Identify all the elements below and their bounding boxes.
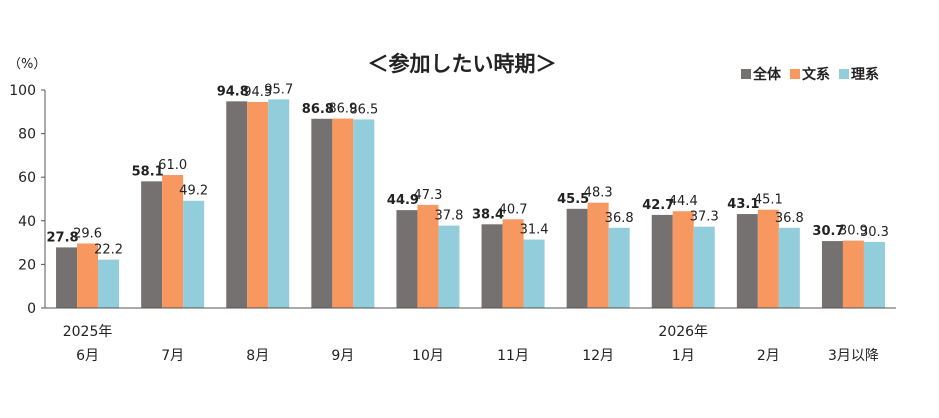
bar-文系 xyxy=(77,243,99,308)
x-tick-label: 12月 xyxy=(582,348,614,364)
bars xyxy=(56,99,885,309)
bar-全体 xyxy=(566,208,588,308)
bar-理系 xyxy=(268,99,290,309)
x-tick-label: 8月 xyxy=(246,348,269,364)
bar-理系 xyxy=(183,200,205,308)
data-label: 86.9 xyxy=(328,102,357,117)
bar-理系 xyxy=(98,259,120,308)
data-label: 94.8 xyxy=(217,84,249,99)
x-axis: 2025年 6月 7月 8月 9月 10月 11月 12月 2026年 1月 2月 3月以降 xyxy=(45,307,896,364)
data-label: 40.7 xyxy=(499,202,528,217)
data-label: 86.8 xyxy=(302,102,334,117)
bar-文系 xyxy=(417,204,439,308)
x-tick-label: 1月 xyxy=(672,348,695,364)
legend-label: 文系 xyxy=(802,66,830,83)
y-tick-label: 40 xyxy=(18,214,36,230)
bar-全体 xyxy=(141,181,163,308)
value-labels: 27.8 58.1 94.8 86.8 44.9 38.4 45.5 42.7 43.1 30.7… xyxy=(47,82,889,257)
legend-swatch xyxy=(741,69,751,79)
bar-全体 xyxy=(736,214,758,308)
data-label: 30.9 xyxy=(839,224,868,239)
bar-全体 xyxy=(311,118,333,308)
data-label: 22.2 xyxy=(94,243,123,258)
data-label: 30.3 xyxy=(860,225,889,240)
data-label: 44.4 xyxy=(669,194,698,209)
bar-全体 xyxy=(226,101,248,308)
bar-文系 xyxy=(162,175,184,308)
bar-理系 xyxy=(353,119,375,309)
data-label: 30.7 xyxy=(812,224,844,239)
bar-全体 xyxy=(481,224,503,308)
bar-文系 xyxy=(842,240,864,308)
bar-理系 xyxy=(778,227,800,308)
x-tick-label: 6月 xyxy=(76,348,99,364)
x-tick-label: 11月 xyxy=(497,348,529,364)
data-label: 47.3 xyxy=(413,188,442,203)
data-label: 31.4 xyxy=(520,223,549,238)
bar-文系 xyxy=(332,118,354,308)
y-axis-unit-label: （%） xyxy=(8,57,46,72)
x-tick-label-year: 2025年 xyxy=(63,324,113,340)
y-tick-label: 0 xyxy=(27,301,36,317)
legend-label: 全体 xyxy=(752,66,782,83)
legend-swatch xyxy=(839,69,849,79)
legend-swatch xyxy=(790,69,800,79)
bar-文系 xyxy=(247,101,269,309)
legend: 全体 文系 理系 xyxy=(741,66,879,83)
data-label: 37.3 xyxy=(690,210,719,225)
data-label: 86.5 xyxy=(349,102,378,117)
bar-理系 xyxy=(863,241,885,308)
bar-全体 xyxy=(396,210,418,308)
bar-全体 xyxy=(821,241,843,308)
data-label: 49.2 xyxy=(179,184,208,199)
bar-理系 xyxy=(608,227,630,308)
y-axis: 0 20 40 60 80 100 xyxy=(9,83,46,317)
bar-文系 xyxy=(502,219,524,308)
x-tick-label: 10月 xyxy=(412,348,444,364)
y-tick-label: 100 xyxy=(9,83,36,99)
bar-理系 xyxy=(523,239,545,308)
bar-全体 xyxy=(651,214,673,308)
data-label: 58.1 xyxy=(132,164,164,179)
x-tick-label: 3月以降 xyxy=(828,348,879,364)
data-label: 45.1 xyxy=(754,193,783,208)
legend-label: 理系 xyxy=(851,66,879,83)
data-label: 38.4 xyxy=(472,207,504,222)
x-tick-label-year: 2026年 xyxy=(658,324,708,340)
data-label: 44.9 xyxy=(387,193,419,208)
data-label: 27.8 xyxy=(47,230,79,245)
data-label: 95.7 xyxy=(264,82,293,97)
data-label: 37.8 xyxy=(434,209,463,224)
chart-title: ＜参加したい時期＞ xyxy=(368,52,557,76)
x-tick-label: 2月 xyxy=(757,348,780,364)
bar-理系 xyxy=(438,225,460,308)
data-label: 45.5 xyxy=(557,192,589,207)
x-tick-label: 7月 xyxy=(161,348,184,364)
bar-理系 xyxy=(693,226,715,308)
y-tick-label: 20 xyxy=(18,257,36,273)
data-label: 36.8 xyxy=(775,211,804,226)
bar-文系 xyxy=(587,202,609,308)
bar-文系 xyxy=(757,209,779,308)
y-tick-label: 80 xyxy=(18,127,36,143)
y-tick-label: 60 xyxy=(18,170,36,186)
data-label: 36.8 xyxy=(605,211,634,226)
bar-文系 xyxy=(672,211,694,308)
data-label: 61.0 xyxy=(158,158,187,173)
x-tick-label: 9月 xyxy=(331,348,354,364)
data-label: 94.5 xyxy=(243,85,272,100)
data-label: 29.6 xyxy=(73,226,102,241)
data-label: 48.3 xyxy=(584,186,613,201)
data-label: 42.7 xyxy=(642,198,674,213)
data-label: 43.1 xyxy=(727,197,759,212)
bar-全体 xyxy=(56,247,78,308)
